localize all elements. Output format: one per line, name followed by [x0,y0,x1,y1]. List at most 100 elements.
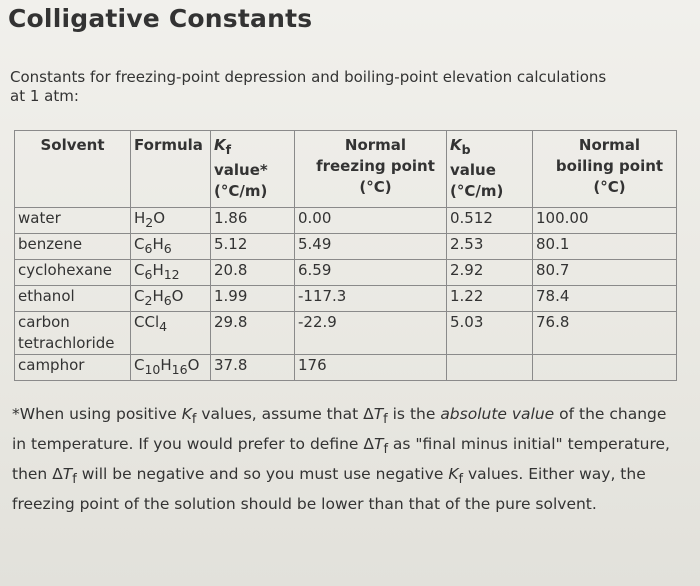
bp-value: 80.1 [536,235,570,253]
formula-part: CCl [134,313,160,331]
cell-bp: 100.00 [532,207,677,234]
footnote-t-sub: f [72,472,77,488]
formula-subscript: 2 [145,215,154,230]
table-body: water H2O 1.86 0.00 0.512 100.00 benzene C6H6 5.… [14,207,677,381]
footnote-k-sub: f [458,472,464,488]
kf-value: 20.8 [214,261,248,279]
kf-value: 5.12 [214,235,248,253]
cell-formula: CCl4 [130,311,211,355]
cell-fp: 0.00 [294,207,447,234]
kf-value: 37.8 [214,356,248,374]
cell-fp: -22.9 [294,311,447,355]
cell-kb: 2.53 [446,233,533,260]
kb-value: 2.53 [450,235,484,253]
cell-solvent: ethanol [14,285,131,312]
formula-subscript: 10 [144,362,161,377]
formula-part: C [134,356,145,374]
footnote-t-sub: f [383,412,388,428]
cell-fp: -117.3 [294,285,447,312]
cell-kb: 0.512 [446,207,533,234]
formula-part: O [171,287,184,305]
bp-value: 80.7 [536,261,570,279]
header-kb-rest: value [450,161,496,179]
table-row: carbon tetrachloride CCl4 29.8 -22.9 5.03 76.… [14,311,677,355]
constants-table: Solvent Formula Kf value* (°C/m) Normal … [14,130,677,381]
footnote-k-sub: f [191,412,197,428]
footnote-text: is the [387,405,441,423]
cell-kb: 5.03 [446,311,533,355]
cell-formula: C10H16O [130,354,211,381]
kb-value: 5.03 [450,313,484,331]
kb-value: 2.92 [450,261,484,279]
formula-part: C [134,287,145,305]
table-row: benzene C6H6 5.12 5.49 2.53 80.1 [14,233,677,260]
table-header-row: Solvent Formula Kf value* (°C/m) Normal … [14,130,677,208]
cell-formula: H2O [130,207,211,234]
solvent-value: camphor [18,356,85,374]
footnote: *When using positive Kf values, assume t… [12,402,682,516]
bp-value: 100.00 [536,209,589,227]
header-boiling: Normal boiling point (°C) [532,130,677,208]
solvent-value: water [18,209,61,227]
formula-part: C [134,235,145,253]
cell-kf: 1.99 [210,285,295,312]
solvent-value: ethanol [18,287,75,305]
footnote-text: will be negative and so you must use neg… [76,465,449,484]
cell-fp: 176 [294,354,447,381]
formula-subscript: 6 [144,267,153,282]
cell-formula: C6H6 [130,233,211,260]
cell-bp: 80.7 [532,259,677,286]
footnote-text: as "final minus initial" temperature, th… [12,435,670,484]
fp-value: -117.3 [298,287,347,305]
formula-subscript: 12 [163,267,180,282]
header-kb-unit: (°C/m) [450,182,504,200]
intro-text: Constants for freezing-point depression … [10,68,607,105]
formula-subscript: 16 [171,362,188,377]
solvent-value: carbon tetrachloride [18,313,115,352]
solvent-value: cyclohexane [18,261,112,279]
header-kf-unit: (°C/m) [214,182,268,200]
cell-solvent: carbon tetrachloride [14,311,131,355]
header-formula: Formula [130,130,211,208]
footnote-text: *When using positive [12,405,182,423]
formula-subscript: 6 [163,293,172,308]
cell-formula: C2H6O [130,285,211,312]
header-freezing-label: Normal freezing point (°C) [316,136,435,196]
table-row: ethanol C2H6O 1.99 -117.3 1.22 78.4 [14,285,677,312]
footnote-text: values. Either way, the freezing point o… [12,465,646,514]
solvent-value: benzene [18,235,83,253]
cell-kf: 1.86 [210,207,295,234]
formula-part: H [152,287,164,305]
cell-solvent: benzene [14,233,131,260]
cell-solvent: water [14,207,131,234]
footnote-emphasis: absolute value [440,405,555,423]
cell-kf: 37.8 [210,354,295,381]
cell-kf: 5.12 [210,233,295,260]
footnote-t-symbol: T [373,405,384,423]
footnote-t-symbol: T [373,435,384,454]
footnote-t-sub: f [383,442,388,458]
header-solvent: Solvent [14,130,131,208]
cell-solvent: cyclohexane [14,259,131,286]
fp-value: -22.9 [298,313,337,331]
cell-bp [532,354,677,381]
bp-value: 78.4 [536,287,570,305]
footnote-text: of the change in temperature. If you wou… [12,405,667,454]
formula-part: C [134,261,145,279]
formula-part: H [134,209,146,227]
cell-solvent: camphor [14,354,131,381]
fp-value: 0.00 [298,209,332,227]
fp-value: 6.59 [298,261,332,279]
header-solvent-label: Solvent [40,136,105,154]
cell-bp: 78.4 [532,285,677,312]
header-kb-symbol: K [450,136,462,154]
cell-fp: 6.59 [294,259,447,286]
formula-part: H [152,235,164,253]
kf-value: 1.99 [214,287,248,305]
footnote-text: values, assume that Δ [196,405,374,423]
header-boiling-label: Normal boiling point (°C) [555,136,664,196]
cell-fp: 5.49 [294,233,447,260]
cell-kb [446,354,533,381]
kf-value: 29.8 [214,313,248,331]
